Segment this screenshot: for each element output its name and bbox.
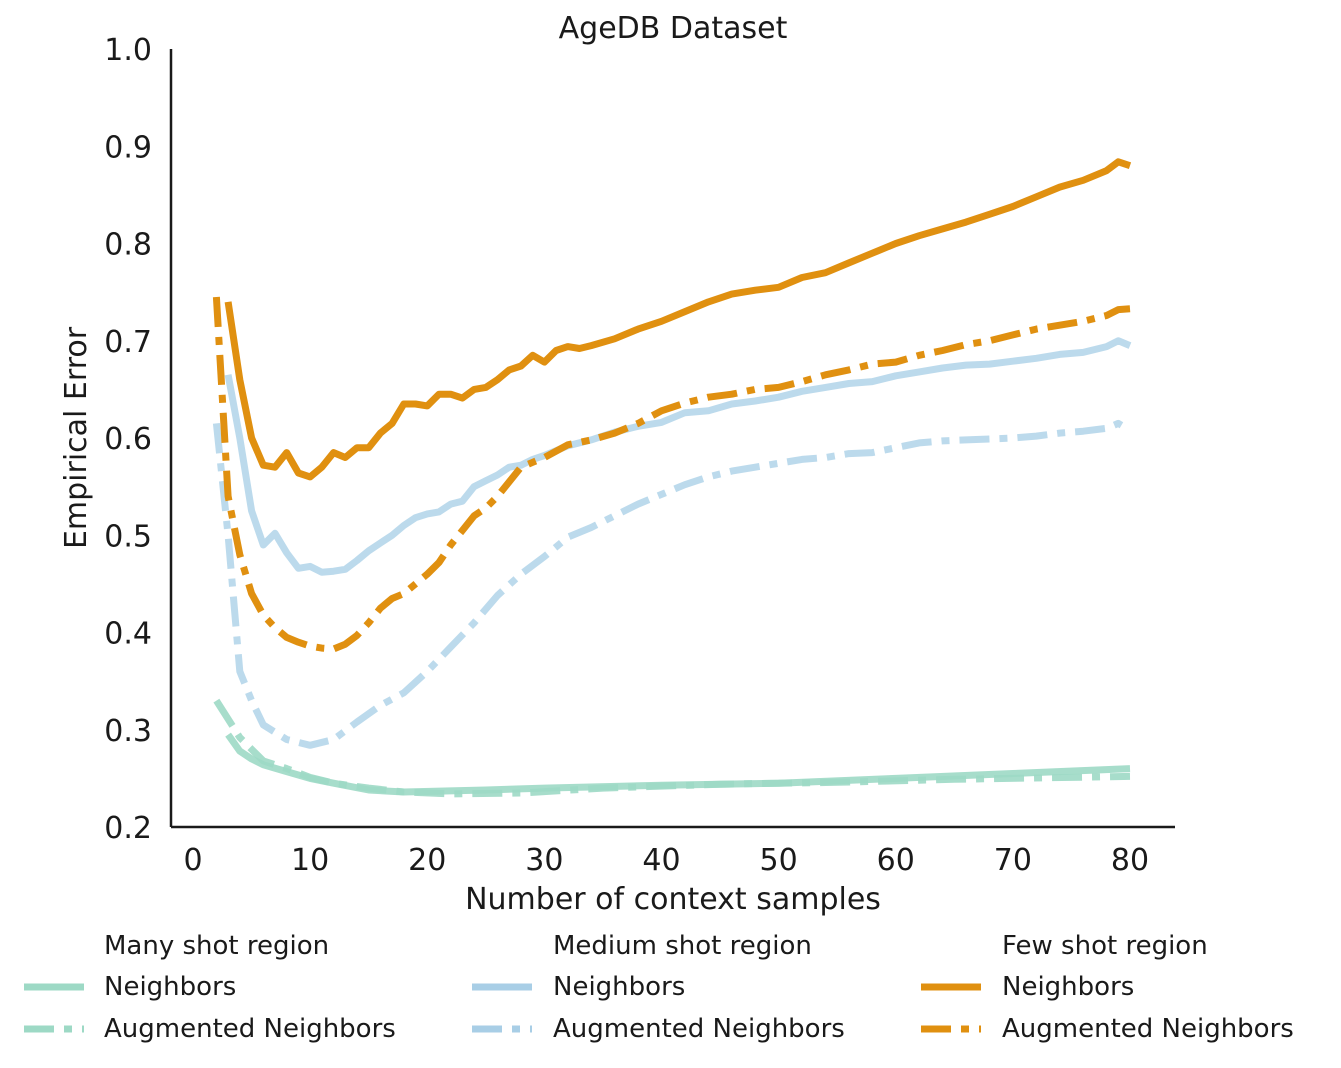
series-line-1	[213, 698, 1131, 798]
legend-entry-label: Augmented Neighbors	[553, 1014, 845, 1044]
legend-entry-label: Augmented Neighbors	[1002, 1014, 1294, 1044]
x-tick-label: 0	[183, 843, 202, 878]
legend-group-title: Medium shot region	[553, 931, 812, 961]
series-line-2	[224, 337, 1132, 576]
y-tick-label: 0.4	[104, 617, 152, 652]
x-tick-label: 30	[525, 843, 563, 878]
legend-entry-label: Augmented Neighbors	[104, 1014, 396, 1044]
y-tick-label: 0.6	[104, 422, 152, 457]
x-tick-label: 10	[291, 843, 329, 878]
legend-entry-label: Neighbors	[553, 972, 685, 1002]
series-line-5	[212, 296, 1131, 653]
chart-title: AgeDB Dataset	[559, 11, 788, 46]
ticks-layer: 0 10 20 30 40 50 60 70 80 0.2 0.3 0.4 0.5 0.6 0.7 0.8 0.…	[104, 33, 1149, 878]
x-tick-label: 60	[877, 843, 915, 878]
y-tick-label: 0.5	[104, 519, 152, 554]
legend-group-few: Few shot region Neighbors Augmented Neig…	[921, 931, 1294, 1044]
x-tick-label: 40	[642, 843, 680, 878]
y-axis-label: Empirical Error	[59, 326, 94, 549]
y-tick-label: 1.0	[104, 33, 152, 68]
series-line-3	[212, 419, 1132, 749]
x-tick-label: 50	[760, 843, 798, 878]
y-tick-label: 0.7	[104, 325, 152, 360]
series-layer	[212, 158, 1132, 798]
y-tick-label: 0.2	[104, 811, 152, 846]
y-tick-label: 0.8	[104, 228, 152, 263]
legend-group-medium: Medium shot region Neighbors Augmented N…	[472, 931, 845, 1044]
x-tick-label: 20	[408, 843, 446, 878]
legend-group-many: Many shot region Neighbors Augmented Nei…	[24, 931, 396, 1044]
y-tick-label: 0.3	[104, 714, 152, 749]
legend: Many shot region Neighbors Augmented Nei…	[24, 931, 1294, 1044]
series-line-4	[224, 158, 1132, 481]
legend-entry-label: Neighbors	[1002, 972, 1134, 1002]
legend-entry-label: Neighbors	[104, 972, 236, 1002]
x-tick-label: 80	[1111, 843, 1149, 878]
legend-group-title: Many shot region	[104, 931, 329, 961]
legend-group-title: Few shot region	[1002, 931, 1208, 961]
y-tick-label: 0.9	[104, 130, 152, 165]
x-axis-label: Number of context samples	[465, 882, 881, 917]
x-tick-label: 70	[994, 843, 1032, 878]
series-line-0	[225, 732, 1131, 796]
